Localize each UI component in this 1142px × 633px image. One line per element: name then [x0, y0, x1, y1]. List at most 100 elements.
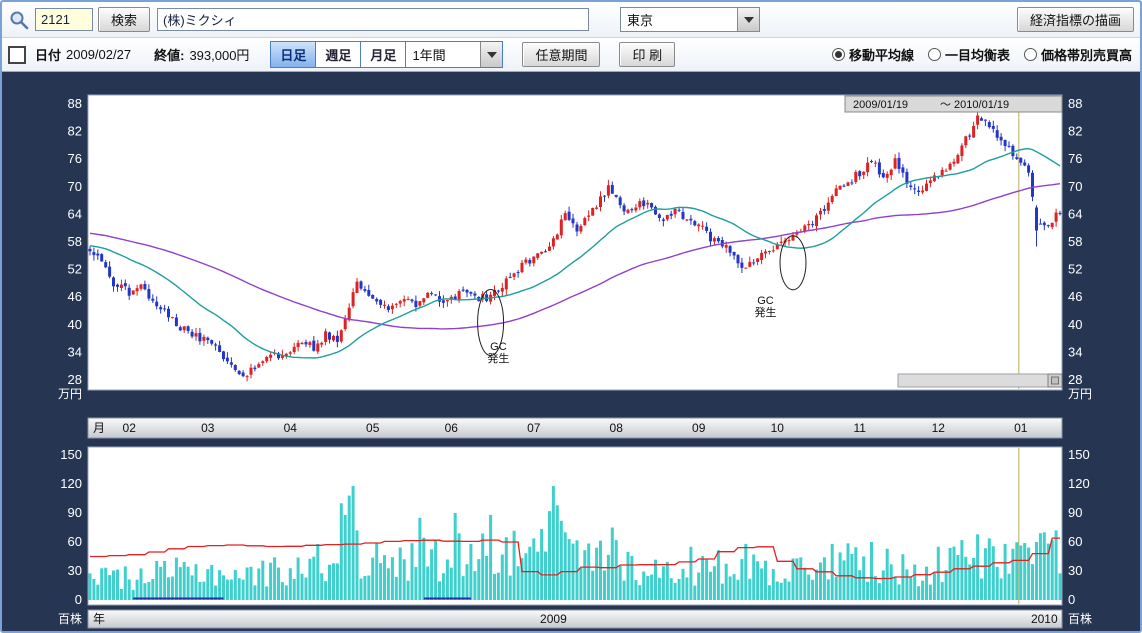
date-label: 日付	[35, 45, 61, 64]
stock-name-input[interactable]	[157, 8, 589, 31]
price-tick-right: 40	[1068, 317, 1082, 332]
price-tick-left: 64	[68, 206, 82, 221]
month-axis-label: 月	[93, 421, 105, 435]
timeframe-group: 日足 週足 月足 1年間	[270, 41, 503, 68]
search-icon	[8, 9, 30, 31]
tab-weekly[interactable]: 週足	[316, 42, 361, 67]
volume-tick-left: 150	[60, 447, 82, 462]
price-unit-left: 万円	[58, 387, 82, 401]
month-tick: 12	[932, 421, 946, 435]
year-tick: 2010	[1031, 612, 1058, 626]
price-tick-left: 34	[68, 344, 82, 359]
gc-label: GC	[490, 341, 507, 353]
price-tick-right: 70	[1068, 179, 1082, 194]
stock-code-input[interactable]	[35, 8, 93, 31]
price-tick-left: 88	[68, 96, 82, 111]
month-tick: 09	[692, 421, 706, 435]
month-tick: 04	[284, 421, 298, 435]
exchange-value: 東京	[621, 10, 737, 29]
chevron-down-icon	[487, 52, 497, 58]
radio-icon	[1024, 48, 1037, 61]
volume-tick-right: 90	[1068, 505, 1082, 520]
tab-monthly[interactable]: 月足	[361, 42, 406, 67]
radio-moving-average[interactable]: 移動平均線	[832, 45, 914, 64]
price-tick-right: 82	[1068, 124, 1082, 139]
stock-chart-window: 検索 東京 経済指標の描画 日付 2009/02/27 終値: 393,000円…	[0, 0, 1142, 633]
price-tick-left: 70	[68, 179, 82, 194]
month-tick: 05	[366, 421, 380, 435]
gc-label: 発生	[755, 305, 777, 319]
search-button[interactable]: 検索	[98, 7, 150, 32]
price-tick-right: 34	[1068, 344, 1082, 359]
price-tick-left: 28	[68, 372, 82, 387]
month-tick: 10	[771, 421, 785, 435]
month-tick: 07	[527, 421, 541, 435]
price-tick-right: 64	[1068, 206, 1082, 221]
close-price-label: 終値:	[154, 45, 184, 64]
radio-label: 価格帯別売買高	[1041, 45, 1132, 64]
chart-area: GC発生GC発生2009/01/19～ 2010/01/198888828276…	[2, 72, 1140, 631]
price-tick-right: 52	[1068, 262, 1082, 277]
date-range-start: 2009/01/19	[853, 99, 908, 111]
radio-ichimoku[interactable]: 一目均衡表	[928, 45, 1010, 64]
price-plot	[88, 95, 1062, 390]
price-tick-right: 28	[1068, 372, 1082, 387]
toolbar-chart-controls: 日付 2009/02/27 終値: 393,000円 日足 週足 月足 1年間 …	[2, 38, 1140, 72]
month-axis-strip	[88, 418, 1062, 438]
radio-label: 一目均衡表	[945, 45, 1010, 64]
radio-label: 移動平均線	[849, 45, 914, 64]
print-button[interactable]: 印 刷	[619, 42, 675, 67]
volume-tick-left: 120	[60, 476, 82, 491]
scrollbar-grip-icon	[1052, 377, 1059, 384]
price-tick-left: 58	[68, 234, 82, 249]
price-unit-right: 万円	[1068, 387, 1092, 401]
month-tick: 01	[1014, 421, 1028, 435]
radio-icon	[928, 48, 941, 61]
radio-volume-by-price[interactable]: 価格帯別売買高	[1024, 45, 1132, 64]
volume-tick-right: 0	[1068, 592, 1075, 607]
exchange-combobox[interactable]: 東京	[620, 7, 760, 32]
month-tick: 08	[610, 421, 624, 435]
gc-label: GC	[757, 295, 774, 307]
volume-tick-right: 150	[1068, 447, 1090, 462]
chart-scrollbar[interactable]	[898, 374, 1062, 387]
date-range-end: ～ 2010/01/19	[940, 99, 1009, 111]
close-price-value: 393,000円	[189, 45, 249, 64]
month-tick: 03	[201, 421, 215, 435]
gc-label: 発生	[487, 351, 509, 365]
month-tick: 02	[123, 421, 137, 435]
price-tick-left: 40	[68, 317, 82, 332]
tab-daily[interactable]: 日足	[271, 42, 316, 67]
price-tick-left: 82	[68, 124, 82, 139]
month-tick: 11	[853, 421, 866, 435]
price-tick-right: 76	[1068, 151, 1082, 166]
month-tick: 06	[445, 421, 459, 435]
chevron-down-icon	[744, 17, 754, 23]
price-tick-left: 76	[68, 151, 82, 166]
custom-period-button[interactable]: 任意期間	[522, 42, 600, 67]
price-tick-right: 58	[1068, 234, 1082, 249]
exchange-dropdown-button[interactable]	[737, 8, 759, 31]
toolbar-top: 検索 東京 経済指標の描画	[2, 2, 1140, 38]
volume-tick-right: 120	[1068, 476, 1090, 491]
volume-tick-left: 60	[68, 534, 82, 549]
volume-tick-right: 30	[1068, 563, 1082, 578]
volume-tick-left: 30	[68, 563, 82, 578]
range-value: 1年間	[406, 45, 480, 64]
volume-tick-right: 60	[1068, 534, 1082, 549]
volume-tick-left: 90	[68, 505, 82, 520]
range-combobox[interactable]: 1年間	[406, 42, 502, 67]
date-value: 2009/02/27	[66, 47, 131, 62]
range-dropdown-button[interactable]	[480, 42, 502, 67]
radio-selected-icon	[832, 48, 845, 61]
price-tick-left: 46	[68, 289, 82, 304]
economic-indicator-button[interactable]: 経済指標の描画	[1017, 7, 1134, 32]
price-tick-right: 88	[1068, 96, 1082, 111]
volume-unit-left: 百株	[58, 611, 82, 626]
panel-toggle-button[interactable]	[8, 46, 26, 64]
volume-unit-right: 百株	[1068, 611, 1092, 626]
year-axis-label: 年	[93, 612, 105, 626]
price-tick-left: 52	[68, 262, 82, 277]
year-axis-strip	[88, 610, 1062, 628]
year-tick: 2009	[540, 612, 567, 626]
